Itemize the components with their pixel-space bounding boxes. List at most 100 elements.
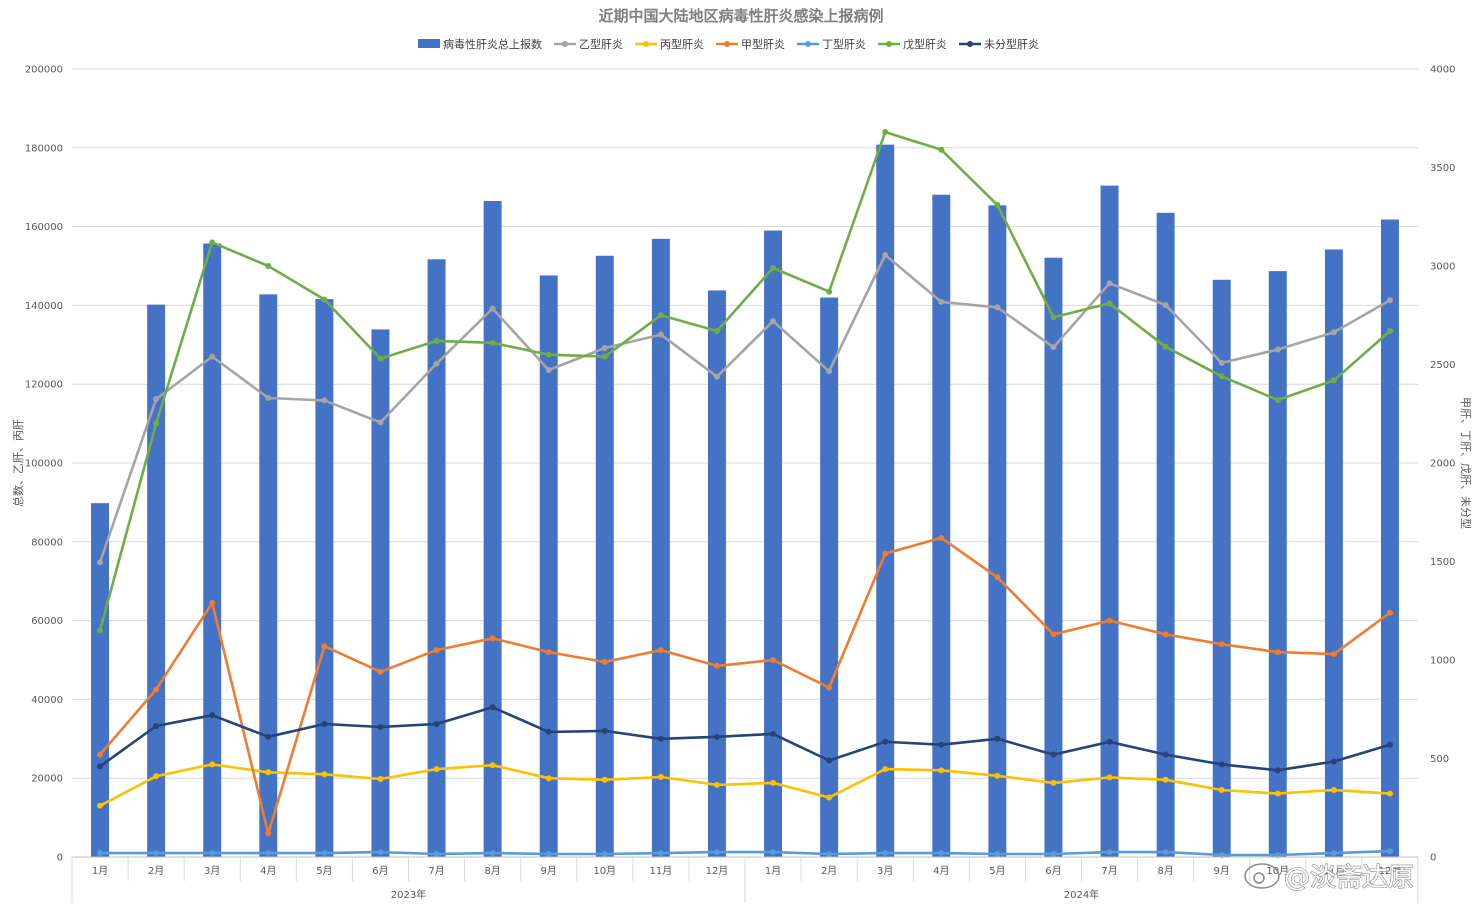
data-point [1386, 328, 1393, 335]
data-point [97, 802, 104, 809]
data-point [882, 251, 889, 258]
data-point [489, 762, 496, 769]
x-tick-label: 6月 [372, 865, 388, 877]
bar [1380, 219, 1399, 857]
bar [1044, 257, 1063, 857]
data-point [209, 599, 216, 606]
data-point [938, 850, 945, 857]
data-point [153, 850, 160, 857]
y-tick-right: 500 [1430, 754, 1449, 765]
legend: 病毒性肝炎总上报数 乙型肝炎 丙型肝炎 甲型肝炎 丁型肝炎 戊型肝炎 未分型肝炎 [418, 37, 1039, 51]
y-tick-right: 2500 [1430, 360, 1455, 371]
data-point [1330, 329, 1337, 336]
data-point [826, 684, 833, 691]
data-point [601, 776, 608, 783]
data-point [713, 662, 720, 669]
series-line [99, 763, 1391, 807]
data-point [938, 298, 945, 305]
line-series [97, 129, 1393, 859]
data-point [1386, 790, 1393, 797]
data-point [433, 721, 440, 728]
data-point [994, 201, 1001, 208]
data-point [377, 668, 384, 675]
data-point [489, 704, 496, 711]
data-point [713, 781, 720, 788]
bar [707, 290, 726, 858]
data-point [1106, 280, 1113, 287]
data-point [1274, 767, 1281, 774]
watermark: @淡斋达原 [1244, 862, 1415, 894]
x-tick-label: 2月 [148, 865, 164, 877]
data-point [265, 830, 272, 837]
data-point [321, 296, 328, 303]
data-point [1162, 776, 1169, 783]
data-point [433, 337, 440, 344]
data-point [265, 263, 272, 269]
data-point [938, 741, 945, 748]
data-point [153, 686, 160, 693]
data-point [97, 751, 104, 758]
data-point [209, 761, 216, 768]
bar [1156, 212, 1175, 857]
data-point [994, 304, 1001, 311]
data-point [545, 728, 552, 735]
x-tick-label: 11月 [650, 865, 673, 877]
data-point [153, 773, 160, 780]
x-tick-label: 10月 [593, 865, 616, 877]
legend-label: 病毒性肝炎总上报数 [443, 37, 542, 51]
data-point [265, 850, 272, 857]
bar [203, 243, 222, 858]
data-point [1274, 346, 1281, 353]
data-point [1050, 314, 1057, 321]
legend-label: 丁型肝炎 [822, 37, 866, 51]
data-point [938, 534, 945, 541]
y-tick-left: 0 [57, 853, 63, 864]
data-point [1330, 787, 1337, 794]
data-point [826, 794, 833, 801]
data-point [1050, 851, 1057, 858]
y-tick-left: 140000 [25, 301, 63, 312]
data-point [770, 657, 777, 663]
data-point [377, 849, 384, 856]
series-line [98, 130, 1391, 631]
data-point [433, 360, 440, 367]
data-point [938, 767, 945, 774]
x-group-label: 2024年 [1064, 888, 1099, 901]
bar [1212, 279, 1231, 857]
legend-swatch [418, 39, 440, 48]
y-axis-left-title: 总数、乙肝、丙肝 [11, 419, 25, 507]
y-axis-right-title: 甲肝、丁肝、戊肝、未分型 [1459, 397, 1473, 529]
data-point [433, 851, 440, 858]
data-point [1050, 344, 1057, 351]
data-point [770, 779, 777, 786]
bar [932, 194, 951, 857]
bar [820, 297, 839, 857]
data-point [994, 851, 1001, 858]
data-point [1218, 787, 1225, 794]
data-point [1386, 741, 1393, 748]
data-point [1162, 302, 1169, 309]
x-tick-label: 4月 [260, 865, 276, 877]
data-point [433, 647, 440, 654]
data-point [1050, 751, 1057, 758]
data-point [826, 757, 833, 764]
bar [988, 205, 1007, 858]
bar [483, 200, 502, 858]
series-line [98, 253, 1391, 563]
bar [876, 144, 895, 857]
data-point [265, 394, 272, 401]
data-point [153, 722, 160, 729]
x-tick-label: 11月 [1323, 865, 1346, 877]
legend-marker [643, 41, 649, 47]
data-point [657, 312, 664, 319]
y-tick-right: 4000 [1430, 65, 1455, 76]
data-point [882, 550, 889, 557]
y-tick-right: 3500 [1430, 163, 1455, 174]
data-point [1162, 343, 1169, 350]
x-tick-label: 3月 [204, 865, 220, 877]
x-tick-label: 3月 [877, 865, 893, 877]
data-point [321, 643, 328, 650]
data-point [209, 712, 216, 719]
bar-series [91, 144, 1399, 858]
y-tick-left: 80000 [31, 537, 63, 548]
